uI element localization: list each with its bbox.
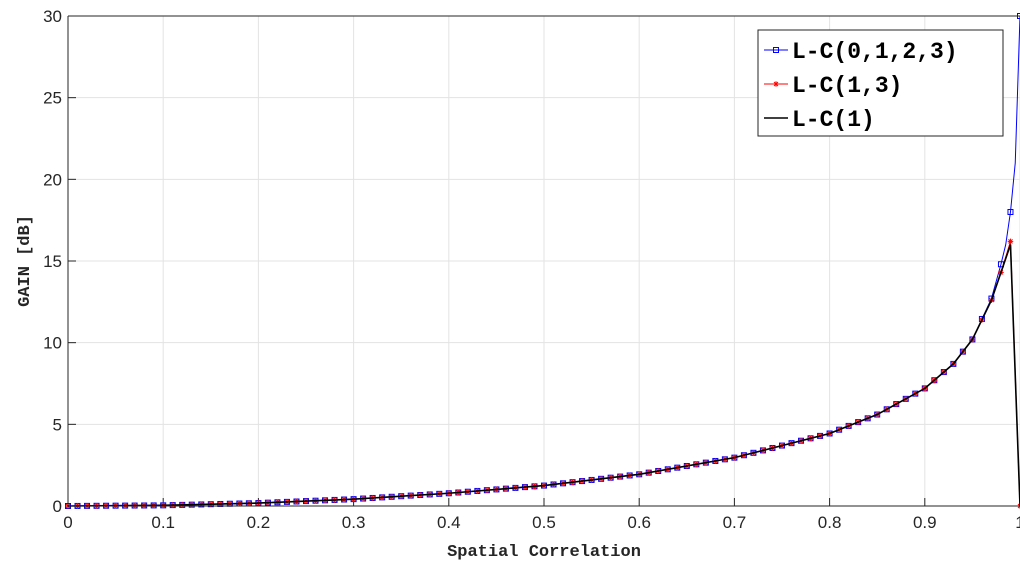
series-marker <box>1007 238 1014 245</box>
legend-entry: L-C(0,1,2,3) <box>764 39 958 65</box>
x-tick-label: 0.6 <box>627 513 651 532</box>
y-tick-label: 25 <box>43 89 62 108</box>
x-axis-ticks: 0 0.1 0.2 0.3 0.4 0.5 0.6 0.7 0.8 0.9 1 <box>63 498 1020 532</box>
x-axis-label: Spatial Correlation <box>447 543 641 562</box>
x-tick-label: 0.1 <box>151 513 175 532</box>
legend-marker <box>773 81 779 87</box>
legend-label: L-C(0,1,2,3) <box>792 39 958 65</box>
legend-label: L-C(1,3) <box>792 73 902 99</box>
x-tick-label: 0.3 <box>342 513 366 532</box>
x-tick-label: 0.9 <box>913 513 937 532</box>
series-line <box>67 244 1020 507</box>
x-tick-label: 0.2 <box>247 513 271 532</box>
series-layer <box>65 13 1020 509</box>
legend-label: L-C(1) <box>792 107 875 133</box>
series-L-C(1) <box>67 244 1020 507</box>
x-tick-label: 0.5 <box>532 513 556 532</box>
legend-entry: L-C(1,3) <box>764 73 902 99</box>
y-axis-label: GAIN [dB] <box>16 215 35 307</box>
y-tick-label: 15 <box>43 252 62 271</box>
y-tick-label: 20 <box>43 170 62 189</box>
x-tick-label: 1 <box>1015 513 1020 532</box>
legend-marker <box>773 47 779 53</box>
y-tick-label: 5 <box>53 415 62 434</box>
y-tick-label: 10 <box>43 334 62 353</box>
legend: L-C(0,1,2,3) L-C(1,3) L-C(1) <box>757 29 1004 137</box>
x-tick-label: 0.4 <box>437 513 461 532</box>
x-tick-label: 0.7 <box>723 513 747 532</box>
y-tick-label: 0 <box>53 497 62 516</box>
series-marker <box>1007 209 1014 215</box>
y-axis-ticks: 0 5 10 15 20 25 30 <box>43 7 76 516</box>
x-tick-label: 0 <box>63 513 72 532</box>
x-tick-label: 0.8 <box>818 513 842 532</box>
y-tick-label: 30 <box>43 7 62 26</box>
legend-box <box>757 29 1004 137</box>
legend-entry: L-C(1) <box>764 107 875 133</box>
